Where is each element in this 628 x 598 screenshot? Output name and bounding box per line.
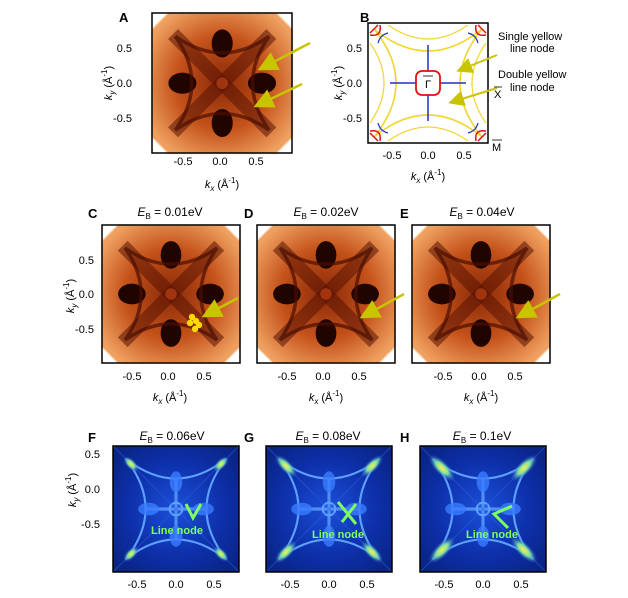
y-axis-label: ky (Å-1)	[330, 66, 347, 100]
y-tick: 0.0	[117, 78, 132, 90]
y-tick: 0.0	[347, 78, 362, 90]
plot-frame	[419, 445, 547, 573]
panel-h: H EB = 0.1eV Line node -0.5 0.0 0.5	[400, 429, 548, 591]
x-tick: -0.5	[435, 579, 454, 591]
line-node-label: Line node	[466, 529, 518, 541]
panel-e: E EB = 0.04eV -0.5 0.0 0.5 kx (Å-1)	[400, 205, 561, 406]
y-axis-label: ky (Å-1)	[64, 473, 81, 507]
gamma-pocket	[415, 70, 441, 96]
plot-frame	[265, 445, 393, 573]
single-node-label-line2: line node	[510, 43, 555, 55]
panel-letter: C	[88, 206, 98, 221]
double-node-label-line2: line node	[510, 82, 555, 94]
x-axis-label: kx (Å-1)	[464, 389, 498, 406]
panel-title: EB = 0.04eV	[449, 205, 514, 221]
panel-c: C EB = 0.01eV 0.5 0.0 -0.5 -0.5 0.0 0.5 …	[62, 205, 240, 406]
x-tick: -0.5	[383, 150, 402, 162]
y-tick: -0.5	[75, 324, 94, 336]
x-tick: 0.0	[168, 579, 183, 591]
arrow-annotation	[201, 296, 239, 318]
arrow-annotation	[253, 82, 303, 108]
arrow-annotation	[515, 292, 561, 319]
x-tick: 0.0	[471, 371, 486, 383]
plot-frame	[256, 224, 396, 364]
x-axis-label: kx (Å-1)	[205, 176, 239, 193]
x-tick: -0.5	[281, 579, 300, 591]
panel-letter: B	[360, 10, 369, 25]
arrow-annotation	[456, 54, 498, 73]
x-tick: 0.0	[212, 156, 227, 168]
x-tick: 0.5	[507, 371, 522, 383]
line-node-label: Line node	[151, 525, 203, 537]
plot-frame	[112, 445, 240, 573]
panel-a: A 0.5 0.0 -0.5 -0.5 0.0 0.5 kx (Å-1) ky …	[100, 10, 311, 193]
panel-letter: F	[88, 430, 96, 445]
y-tick: -0.5	[343, 113, 362, 125]
line-node-label: Line node	[312, 529, 364, 541]
double-node-label-line1: Double yellow	[498, 69, 567, 81]
x-tick: 0.5	[456, 150, 471, 162]
x-tick: 0.0	[315, 371, 330, 383]
gamma-label: Γ	[425, 79, 431, 91]
plot-frame	[411, 224, 551, 364]
y-tick: -0.5	[81, 519, 100, 531]
x-axis-label: kx (Å-1)	[411, 168, 445, 185]
x-tick: 0.5	[248, 156, 263, 168]
x-tick: 0.5	[359, 579, 374, 591]
x-tick: -0.5	[123, 371, 142, 383]
x-tick: 0.0	[160, 371, 175, 383]
y-axis-label: ky (Å-1)	[100, 66, 117, 100]
panel-title: EB = 0.06eV	[139, 429, 204, 445]
plot-frame	[151, 12, 293, 154]
arrow-annotation	[359, 292, 405, 319]
y-tick: 0.5	[85, 449, 100, 461]
y-tick: 0.5	[117, 43, 132, 55]
x-tick: 0.0	[321, 579, 336, 591]
m-point-label: M	[492, 142, 501, 154]
x-tick: 0.0	[475, 579, 490, 591]
x-tick: 0.5	[196, 371, 211, 383]
y-axis-label: ky (Å-1)	[62, 279, 79, 313]
x-tick: 0.5	[206, 579, 221, 591]
y-tick: 0.0	[85, 484, 100, 496]
panel-f: F EB = 0.06eV Line node 0.5 0.0 -0.5 -0.…	[64, 429, 241, 591]
arrow-annotation	[257, 41, 311, 71]
x-tick: 0.0	[420, 150, 435, 162]
panel-title: EB = 0.02eV	[293, 205, 358, 221]
x-tick: -0.5	[174, 156, 193, 168]
panel-g: G EB = 0.08eV Line node -0.5 0.0 0.5	[244, 429, 394, 591]
y-tick: 0.5	[79, 255, 94, 267]
single-node-label-line1: Single yellow	[498, 31, 562, 43]
x-point-label: X	[494, 89, 502, 101]
y-tick: -0.5	[113, 113, 132, 125]
panel-title: EB = 0.1eV	[453, 429, 511, 445]
panel-letter: E	[400, 206, 409, 221]
x-axis-label: kx (Å-1)	[309, 389, 343, 406]
arrow-annotation	[448, 87, 498, 107]
panel-d: D EB = 0.02eV -0.5 0.0 0.5 kx (Å-1)	[244, 205, 405, 406]
panel-b: B Γ	[330, 10, 567, 185]
panel-letter: A	[119, 10, 129, 25]
y-tick: 0.5	[347, 43, 362, 55]
x-tick: 0.5	[351, 371, 366, 383]
panel-letter: H	[400, 430, 409, 445]
x-tick: -0.5	[128, 579, 147, 591]
x-tick: 0.5	[513, 579, 528, 591]
panel-title: EB = 0.01eV	[137, 205, 202, 221]
x-tick: -0.5	[434, 371, 453, 383]
x-tick: -0.5	[278, 371, 297, 383]
y-tick: 0.0	[79, 289, 94, 301]
plot-frame	[101, 224, 241, 364]
panel-title: EB = 0.08eV	[295, 429, 360, 445]
panel-letter: D	[244, 206, 253, 221]
panel-letter: G	[244, 430, 254, 445]
x-axis-label: kx (Å-1)	[153, 389, 187, 406]
